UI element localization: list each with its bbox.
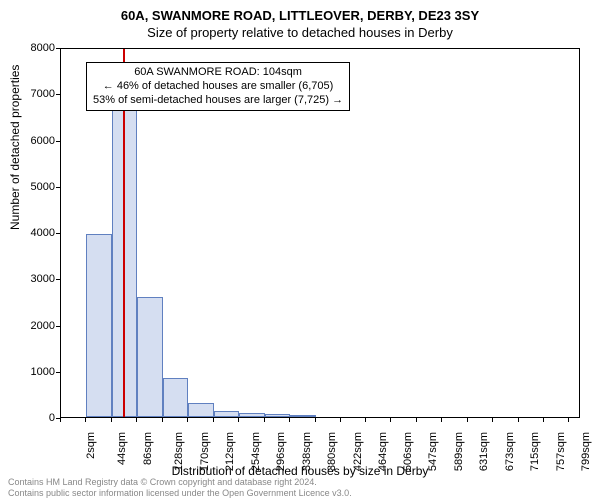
x-tick-label: 170sqm (199, 432, 211, 471)
histogram-bar (239, 413, 264, 417)
x-tick-mark (264, 418, 265, 422)
y-tick-label: 4000 (15, 227, 55, 239)
annotation-box: 60A SWANMORE ROAD: 104sqm← 46% of detach… (86, 62, 350, 111)
x-tick-label: 589sqm (453, 432, 465, 471)
y-tick-mark (56, 326, 60, 327)
annotation-line-3: 53% of semi-detached houses are larger (… (93, 94, 343, 108)
annotation-line-1: 60A SWANMORE ROAD: 104sqm (93, 66, 343, 80)
histogram-bar (163, 378, 188, 417)
x-tick-label: 338sqm (301, 432, 313, 471)
x-tick-label: 547sqm (427, 432, 439, 471)
x-tick-mark (85, 418, 86, 422)
y-tick-label: 1000 (15, 366, 55, 378)
x-tick-label: 464sqm (377, 432, 389, 471)
x-tick-label: 44sqm (116, 432, 128, 465)
x-tick-mark (162, 418, 163, 422)
x-tick-mark (492, 418, 493, 422)
y-tick-label: 2000 (15, 320, 55, 332)
x-tick-label: 715sqm (529, 432, 541, 471)
x-tick-mark (340, 418, 341, 422)
x-tick-mark (213, 418, 214, 422)
y-tick-mark (56, 372, 60, 373)
y-tick-label: 0 (15, 412, 55, 424)
x-tick-mark (136, 418, 137, 422)
y-tick-mark (56, 94, 60, 95)
x-tick-label: 254sqm (250, 432, 262, 471)
x-tick-mark (543, 418, 544, 422)
x-tick-label: 506sqm (403, 432, 415, 471)
x-tick-mark (568, 418, 569, 422)
x-tick-mark (238, 418, 239, 422)
y-tick-mark (56, 233, 60, 234)
annotation-line-2: ← 46% of detached houses are smaller (6,… (93, 80, 343, 94)
x-tick-label: 422sqm (352, 432, 364, 471)
x-tick-mark (187, 418, 188, 422)
x-tick-label: 2sqm (85, 432, 97, 459)
histogram-bar (214, 411, 239, 417)
x-tick-mark (315, 418, 316, 422)
footer-line-1: Contains HM Land Registry data © Crown c… (8, 477, 352, 487)
x-tick-mark (289, 418, 290, 422)
y-tick-mark (56, 279, 60, 280)
histogram-bar (188, 403, 213, 417)
x-tick-label: 212sqm (224, 432, 236, 471)
histogram-bar (86, 234, 111, 417)
x-tick-mark (518, 418, 519, 422)
x-tick-label: 673sqm (504, 432, 516, 471)
x-tick-mark (111, 418, 112, 422)
chart-title-1: 60A, SWANMORE ROAD, LITTLEOVER, DERBY, D… (0, 8, 600, 23)
x-tick-label: 128sqm (174, 432, 186, 471)
x-tick-mark (416, 418, 417, 422)
y-tick-mark (56, 141, 60, 142)
x-tick-mark (441, 418, 442, 422)
x-tick-mark (390, 418, 391, 422)
footer-attribution: Contains HM Land Registry data © Crown c… (8, 477, 352, 498)
x-tick-mark (60, 418, 61, 422)
x-tick-label: 631sqm (478, 432, 490, 471)
histogram-bar (137, 297, 162, 417)
y-tick-label: 6000 (15, 135, 55, 147)
x-tick-label: 86sqm (142, 432, 154, 465)
x-tick-label: 799sqm (580, 432, 592, 471)
x-tick-mark (365, 418, 366, 422)
y-tick-mark (56, 187, 60, 188)
y-tick-label: 5000 (15, 181, 55, 193)
histogram-bar (265, 414, 290, 417)
x-tick-label: 296sqm (275, 432, 287, 471)
y-tick-mark (56, 48, 60, 49)
x-tick-mark (467, 418, 468, 422)
y-tick-label: 3000 (15, 273, 55, 285)
y-tick-label: 8000 (15, 42, 55, 54)
x-tick-label: 757sqm (555, 432, 567, 471)
histogram-bar (290, 415, 315, 417)
chart-title-2: Size of property relative to detached ho… (0, 25, 600, 40)
y-tick-label: 7000 (15, 88, 55, 100)
x-tick-label: 380sqm (326, 432, 338, 471)
footer-line-2: Contains public sector information licen… (8, 488, 352, 498)
